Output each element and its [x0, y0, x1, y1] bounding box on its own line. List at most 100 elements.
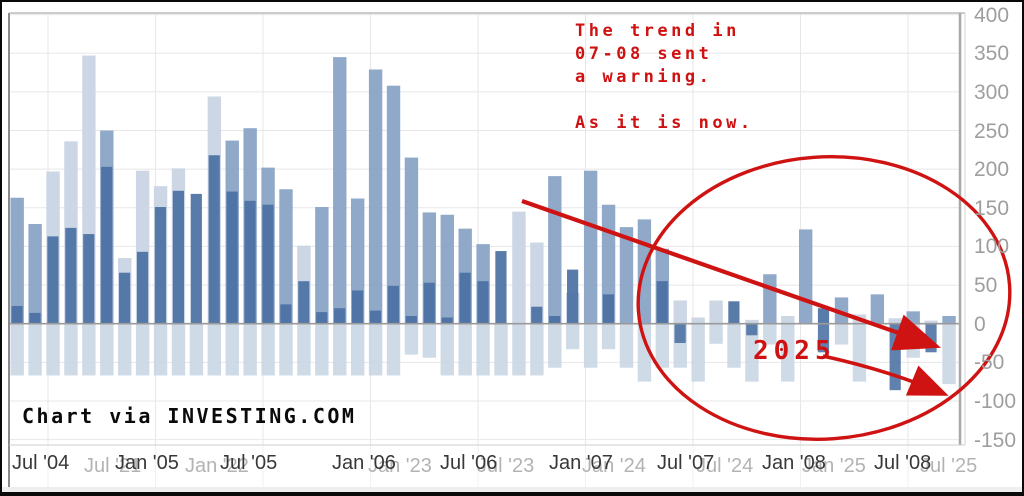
bar-back	[763, 274, 777, 324]
bar-back	[691, 317, 705, 324]
bar-dark	[11, 305, 23, 324]
bar-negative	[834, 323, 849, 345]
bar-dark	[190, 193, 202, 324]
bar-negative	[942, 323, 956, 384]
bar-negative	[763, 323, 777, 345]
y-tick: 250	[974, 119, 1010, 143]
bar-negative	[691, 323, 705, 382]
bar-dark	[495, 251, 507, 324]
x-tick-black: Jul '07	[657, 452, 715, 474]
x-tick-black: Jul '06	[440, 452, 498, 474]
bar-back	[404, 157, 419, 324]
bar-negative	[118, 323, 132, 376]
bar-negative	[781, 323, 795, 382]
y-tick: 350	[974, 42, 1010, 66]
y-tick: -50	[974, 351, 1005, 375]
bar-dark	[387, 285, 400, 324]
red-arrow-trend	[521, 199, 941, 351]
bar-negative	[727, 323, 741, 368]
x-tick-black: Jul '05	[220, 452, 278, 474]
bar-back	[548, 176, 562, 324]
bar-negative	[350, 323, 365, 376]
y-tick: -100	[974, 389, 1017, 413]
bar-back	[942, 315, 956, 324]
x-tick-gray: Jul '24	[696, 455, 754, 477]
bar-dark	[316, 312, 328, 324]
y-tick: 150	[974, 196, 1010, 220]
bar-back	[530, 242, 544, 324]
bar-negative	[583, 323, 598, 368]
bar-back	[279, 189, 293, 324]
bar-back	[619, 227, 634, 324]
bar-dark	[351, 290, 364, 324]
bar-negative	[404, 323, 419, 355]
y-tick: 100	[974, 235, 1010, 259]
bar-negative	[655, 323, 670, 368]
bar-negative	[135, 323, 150, 376]
bar-negative	[261, 323, 275, 376]
bar-back	[583, 170, 598, 324]
bar-negative	[512, 323, 526, 376]
bar-negative	[171, 323, 186, 376]
bar-back	[888, 318, 902, 324]
bar-back	[673, 300, 687, 324]
bottom-band	[2, 487, 1022, 492]
bar-dark	[262, 204, 274, 324]
bar-negative	[601, 323, 616, 350]
bar-negative	[709, 323, 723, 344]
bar-back	[440, 214, 454, 324]
red-ellipse	[636, 155, 1012, 441]
bar-dark	[656, 281, 668, 324]
bar-dark	[226, 191, 238, 324]
bar-dark	[136, 251, 149, 324]
red-2025-annotation: 2025	[753, 336, 836, 366]
bar-dark	[101, 166, 113, 324]
y-tick: -150	[974, 428, 1017, 452]
x-tick-black: Jan '06	[332, 452, 396, 474]
bar-negative	[745, 323, 759, 382]
bar-dark-negative	[817, 323, 830, 353]
x-tick-gray: Jan '25	[802, 455, 866, 477]
x-tick-gray: Jul '25	[920, 455, 978, 477]
bar-negative	[458, 323, 472, 376]
bar-negative	[422, 323, 437, 358]
bar-negative	[153, 323, 168, 376]
bar-back	[906, 311, 920, 324]
bar-negative	[297, 323, 311, 376]
bar-negative	[386, 323, 401, 376]
y-tick: 300	[974, 80, 1010, 104]
bar-negative	[243, 323, 257, 376]
x-tick-gray: Jan '22	[185, 455, 249, 477]
y-tick: 0	[974, 312, 986, 336]
bar-back	[798, 229, 813, 324]
bar-negative	[368, 323, 383, 376]
bar-negative	[619, 323, 634, 368]
bar-dark	[172, 190, 184, 324]
bar-negative	[225, 323, 239, 376]
bar-dark	[602, 294, 615, 324]
bar-dark	[549, 315, 561, 324]
bar-dark	[728, 301, 740, 324]
bar-negative	[46, 323, 60, 376]
bar-dark-negative	[889, 323, 901, 391]
bar-dark	[567, 269, 579, 324]
bar-back	[745, 319, 759, 324]
bar-dark	[334, 308, 346, 324]
bar-dark	[477, 281, 489, 324]
bar-negative	[476, 323, 490, 376]
x-tick-black: Jan '07	[549, 452, 613, 474]
bar-dark	[29, 312, 41, 324]
bar-dark	[298, 281, 310, 324]
x-tick-black: Jul '08	[874, 452, 932, 474]
bar-back	[28, 224, 42, 324]
bar-negative	[530, 323, 544, 376]
bar-negative	[207, 323, 222, 376]
bar-dark	[441, 317, 453, 324]
bar-negative	[440, 323, 454, 376]
x-tick-gray: Jul '21	[84, 455, 142, 477]
bar-dark	[405, 315, 417, 324]
bar-dark	[423, 282, 435, 324]
bar-dark	[244, 200, 256, 324]
bar-dark	[65, 227, 77, 324]
